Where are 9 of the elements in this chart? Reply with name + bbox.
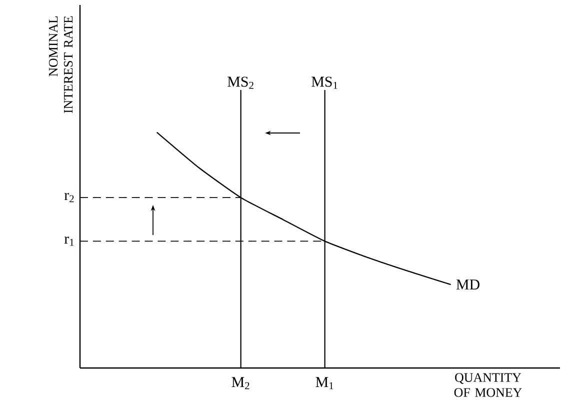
series-label: MD [456, 280, 480, 290]
ref-line-label: r$_{1}$ [64, 236, 74, 246]
ref-line-label: MS$_{2}$ [228, 76, 254, 89]
x-tick-label: M$_{1}$ [316, 377, 334, 390]
text: NOMINAL INTEREST RATE [48, 16, 73, 113]
x-tick-label: M$_{2}$ [232, 377, 250, 390]
ref-line-label: r$_{2}$ [64, 192, 74, 202]
x-axis-title: QUANTITY OF MONEY [454, 373, 522, 397]
ref-line-label: MS$_{1}$ [312, 76, 338, 89]
